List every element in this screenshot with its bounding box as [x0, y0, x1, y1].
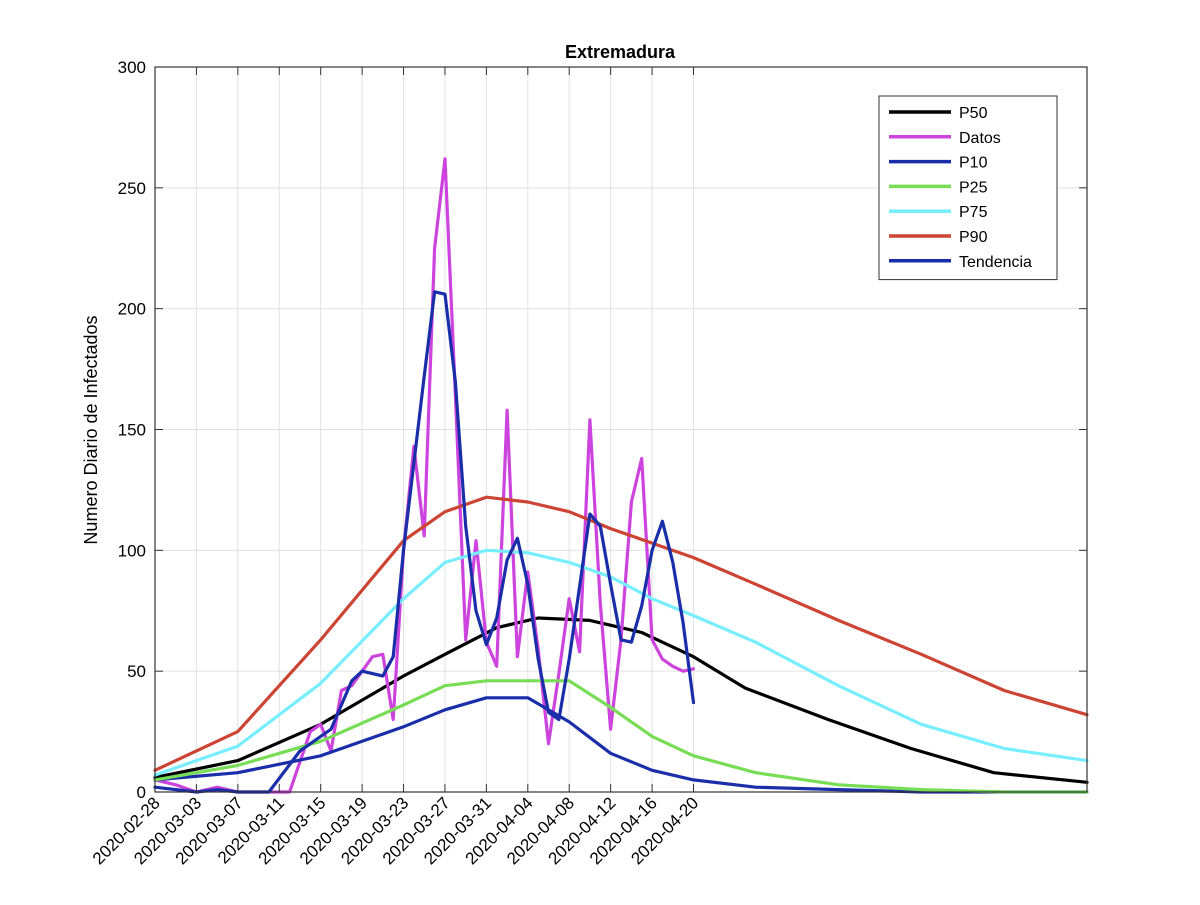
y-tick-label: 100 [118, 541, 146, 560]
series-line-tendencia [153, 290, 696, 794]
y-tick-label: 200 [118, 300, 146, 319]
chart-title: Extremadura [565, 42, 676, 62]
series-line-p50 [153, 616, 1089, 784]
legend-label-p50: P50 [959, 105, 988, 122]
y-axis-label: Numero Diario de Infectados [81, 315, 101, 544]
legend-label-p10: P10 [959, 155, 988, 172]
legend-label-p75: P75 [959, 204, 988, 221]
series-line-p75 [153, 548, 1089, 777]
legend-label-datos: Datos [959, 130, 1001, 147]
y-tick-label: 0 [137, 783, 146, 802]
legend-label-p25: P25 [959, 179, 988, 196]
y-tick-label: 250 [118, 179, 146, 198]
y-tick-label: 50 [127, 662, 146, 681]
legend-label-tendencia: Tendencia [959, 254, 1032, 271]
series-line-p10 [153, 696, 1089, 794]
y-tick-label: 300 [118, 58, 146, 77]
series-line-p25 [153, 679, 1089, 794]
series-line-datos [153, 157, 696, 794]
y-tick-label: 150 [118, 421, 146, 440]
legend-label-p90: P90 [959, 229, 988, 246]
